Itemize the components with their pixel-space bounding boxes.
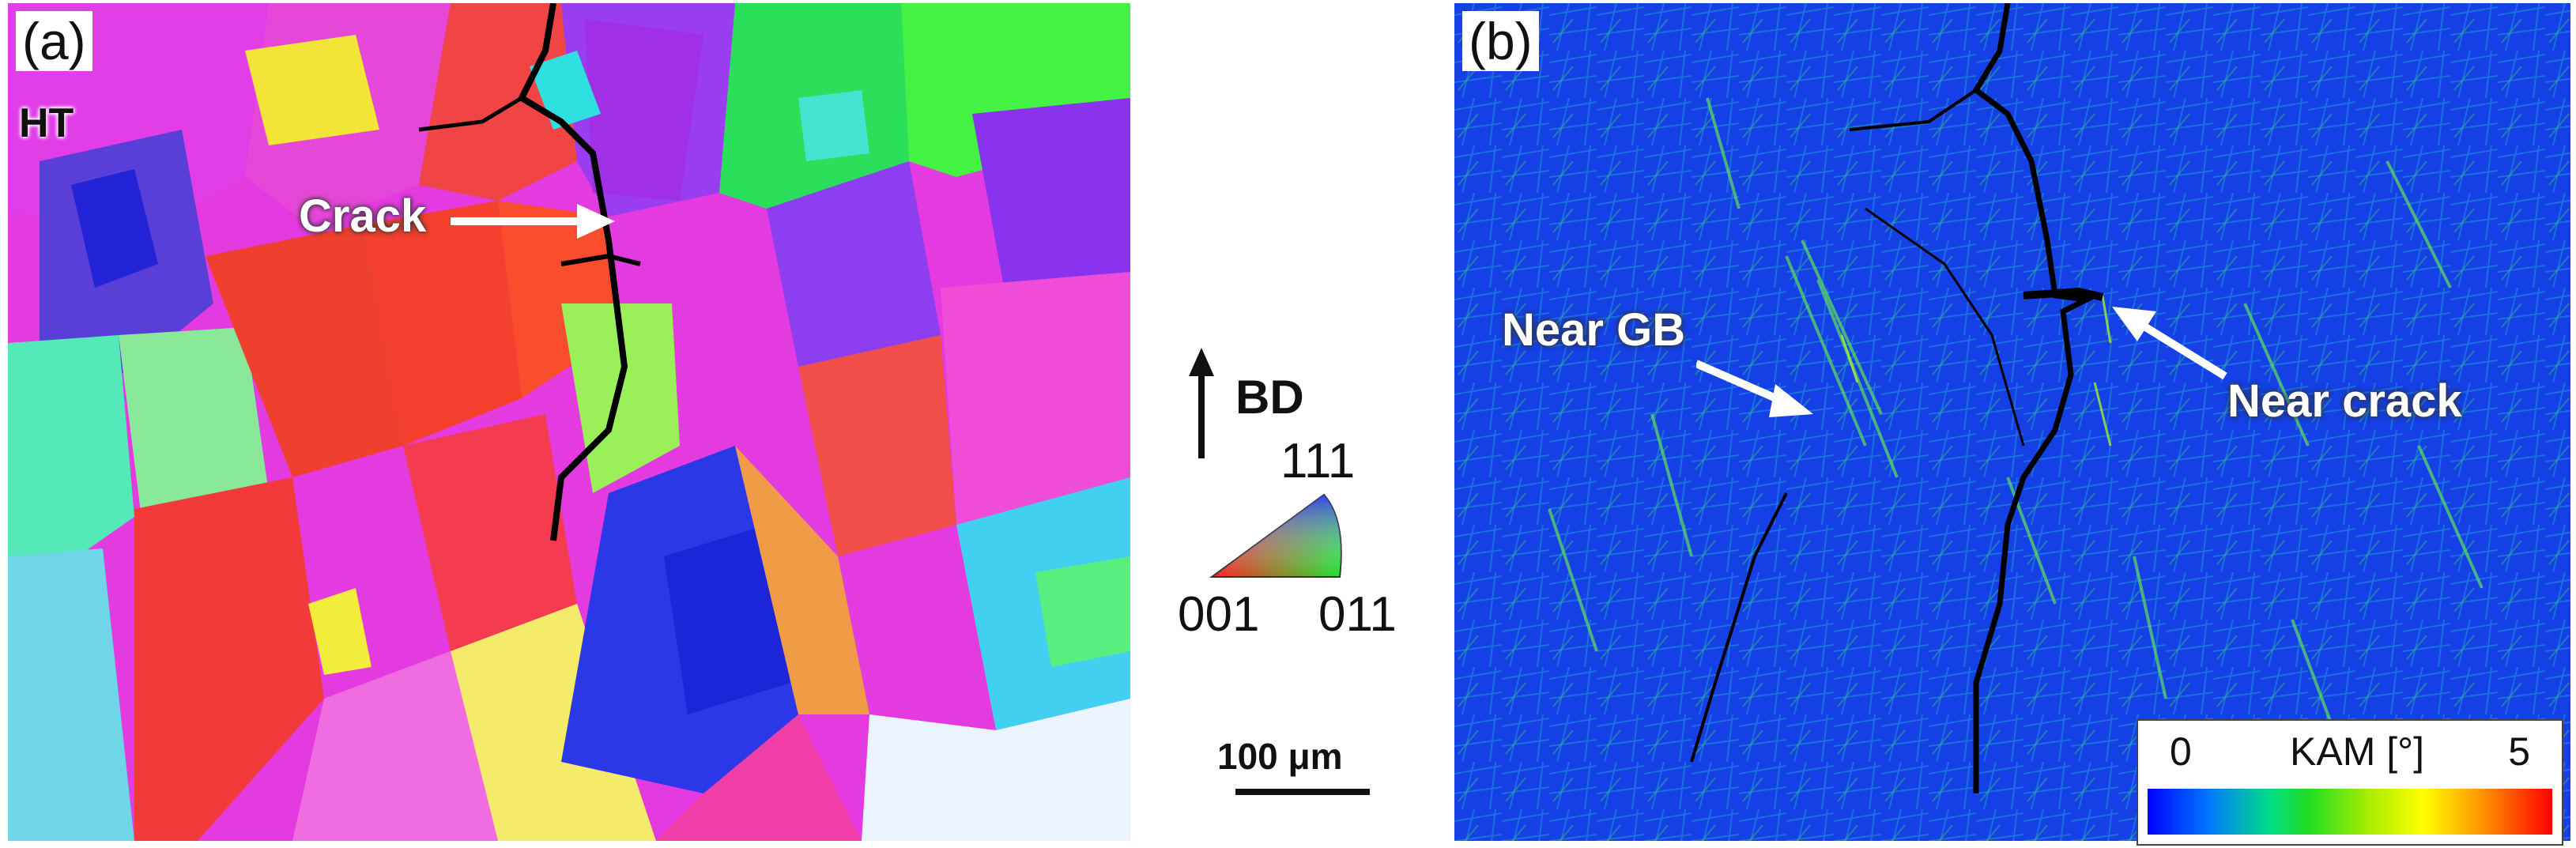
kam-map-panel: (b) Near GB Near crack xyxy=(1454,3,2570,841)
near-crack-arrow-icon xyxy=(2112,307,2227,380)
kam-map-image xyxy=(1454,3,2570,841)
kam-colorbar-min: 0 xyxy=(2170,729,2192,774)
ipf-label-111: 111 xyxy=(1280,434,1356,488)
panel-b-label: (b) xyxy=(1462,11,1539,71)
near-gb-arrow-icon xyxy=(1696,360,1813,417)
kam-colorbar-title: KAM [°] xyxy=(2290,729,2425,774)
near-crack-annotation: Near crack xyxy=(2227,375,2462,427)
near-gb-annotation: Near GB xyxy=(1502,304,1686,356)
condition-label: HT xyxy=(19,100,74,146)
ipf-triangle-key xyxy=(1209,493,1342,578)
scale-bar xyxy=(1235,789,1370,795)
kam-colorbar: 0 KAM [°] 5 xyxy=(2137,719,2563,846)
ipf-map-panel: (a) HT Crack xyxy=(8,3,1130,841)
ipf-label-001: 001 xyxy=(1178,587,1260,642)
panel-a-label: (a) xyxy=(16,11,92,71)
crack-arrow-icon xyxy=(451,204,615,239)
build-direction-arrow-icon xyxy=(1189,348,1214,458)
crack-annotation: Crack xyxy=(299,190,427,242)
kam-colorbar-gradient xyxy=(2148,789,2552,835)
ipf-map-image xyxy=(8,3,1130,841)
scale-bar-label: 100 μm xyxy=(1217,736,1343,777)
build-direction-label: BD xyxy=(1235,371,1304,424)
ipf-label-011: 011 xyxy=(1318,587,1397,642)
kam-colorbar-max: 5 xyxy=(2508,729,2530,774)
